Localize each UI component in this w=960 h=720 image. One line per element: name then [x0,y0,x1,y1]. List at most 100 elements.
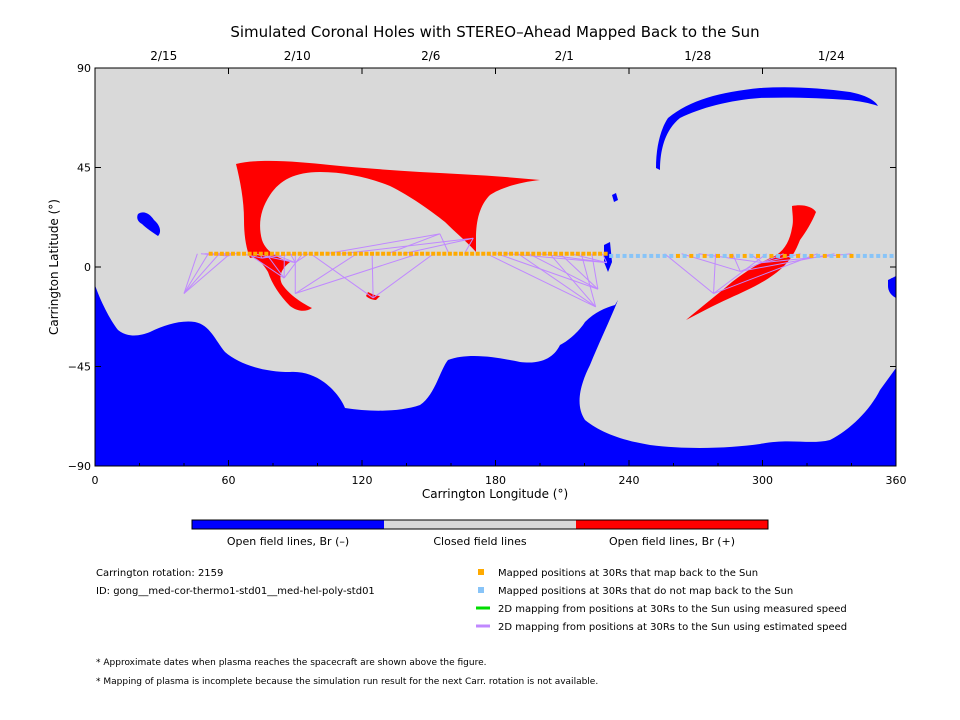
unmapped-point [816,253,821,258]
estimated-fieldline [591,253,599,290]
estimated-fieldline [762,253,801,264]
estimated-fieldline [559,253,599,290]
unmapped-point [642,253,647,258]
mapped-point [702,253,707,258]
unmapped-point [695,253,700,258]
y-tick-label: 0 [84,261,91,274]
estimated-fieldline [580,253,597,307]
note-incomplete: * Mapping of plasma is incomplete becaus… [96,677,598,687]
mapped-point [414,251,419,256]
mapped-point [603,251,608,256]
estimated-fieldline [402,237,474,255]
y-axis-label: Carrington Latitude (°) [47,199,61,335]
mapped-point [689,253,694,258]
mapped-point [475,251,480,256]
unmapped-point [649,253,654,258]
top-date-label: 1/24 [818,49,845,63]
legend: Mapped positions at 30Rs that map back t… [476,568,847,633]
mapped-point [408,251,413,256]
y-tick-label: −45 [68,361,91,374]
x-tick-label: 240 [619,474,640,487]
x-axis-label: Carrington Longitude (°) [422,487,568,501]
mapped-point [756,253,761,258]
mapped-point [514,251,519,256]
mapped-point [447,251,452,256]
mapped-point [208,251,213,256]
estimated-fieldline [463,238,474,254]
estimated-fieldline [698,253,763,264]
mapped-point [381,251,386,256]
open-negative-region-south [95,285,896,466]
mapped-point [553,251,558,256]
mapped-point [314,251,319,256]
x-tick-label: 0 [92,474,99,487]
x-tick-label: 120 [352,474,373,487]
mapped-point [716,253,720,258]
estimated-fieldline [601,253,608,263]
mapped-point [331,251,336,256]
unmapped-point [655,253,660,258]
color-bar-label-positive: Open field lines, Br (+) [609,535,735,548]
unmapped-point [856,253,861,258]
mapped-point [729,253,734,258]
color-bar-closed [384,520,576,529]
mapped-point [442,251,447,256]
mapped-point [286,251,291,256]
mapped-point [269,251,274,256]
y-tick-label: 90 [77,62,91,75]
mapped-point [459,251,464,256]
mapped-point [386,251,391,256]
unmapped-point [722,253,727,258]
mapped-point [264,251,269,256]
legend-measured-label: 2D mapping from positions at 30Rs to the… [498,604,847,615]
unmapped-point [736,253,741,258]
estimated-fieldline [247,253,285,279]
unmapped-point [829,253,834,258]
legend-mapped-label: Mapped positions at 30Rs that map back t… [498,568,758,579]
mapped-point [542,251,547,256]
legend-mapped-marker [478,569,484,575]
mapped-point [520,251,525,256]
unmapped-point [635,253,640,258]
mapped-point [536,251,541,256]
estimated-fieldline [713,253,717,294]
estimated-fieldline [183,253,231,294]
mapped-point [420,251,425,256]
axes-layer: 0 60 120 180 240 300 360 90 45 0 −45 −90 2/15 2/10 2/6… [68,49,907,487]
mapped-point [453,251,458,256]
mapped-point [308,251,313,256]
unmapped-point [622,253,627,258]
mapped-point [570,251,575,256]
unmapped-point [609,253,614,258]
color-bar [191,519,769,530]
mapped-point [370,251,375,256]
estimated-fieldline [183,253,220,294]
mapped-point [525,251,530,256]
estimated-fieldline [261,253,297,259]
open-negative-region-southeast [888,276,896,298]
color-bar-negative [192,520,384,529]
unmapped-point [862,253,867,258]
mapped-point [481,251,486,256]
mapped-point [425,251,430,256]
mapped-point [559,251,564,256]
mapped-point [347,251,352,256]
unmapped-point [776,253,781,258]
x-tick-label: 180 [485,474,506,487]
estimated-fieldline [387,233,441,255]
estimated-fieldline [517,253,596,308]
mapped-point [581,251,586,256]
estimated-fieldline [371,253,374,298]
mapped-point [497,251,502,256]
unmapped-point [682,253,687,258]
color-bar-frame [191,519,769,530]
mapped-point [822,253,827,258]
estimated-fieldline [439,233,450,254]
unmapped-point [615,253,620,258]
unmapped-point [749,253,754,258]
mapped-point [470,251,475,256]
mapped-point [364,251,369,256]
mapped-point [548,251,553,256]
mapped-point [225,251,230,256]
mapped-point [236,251,241,256]
